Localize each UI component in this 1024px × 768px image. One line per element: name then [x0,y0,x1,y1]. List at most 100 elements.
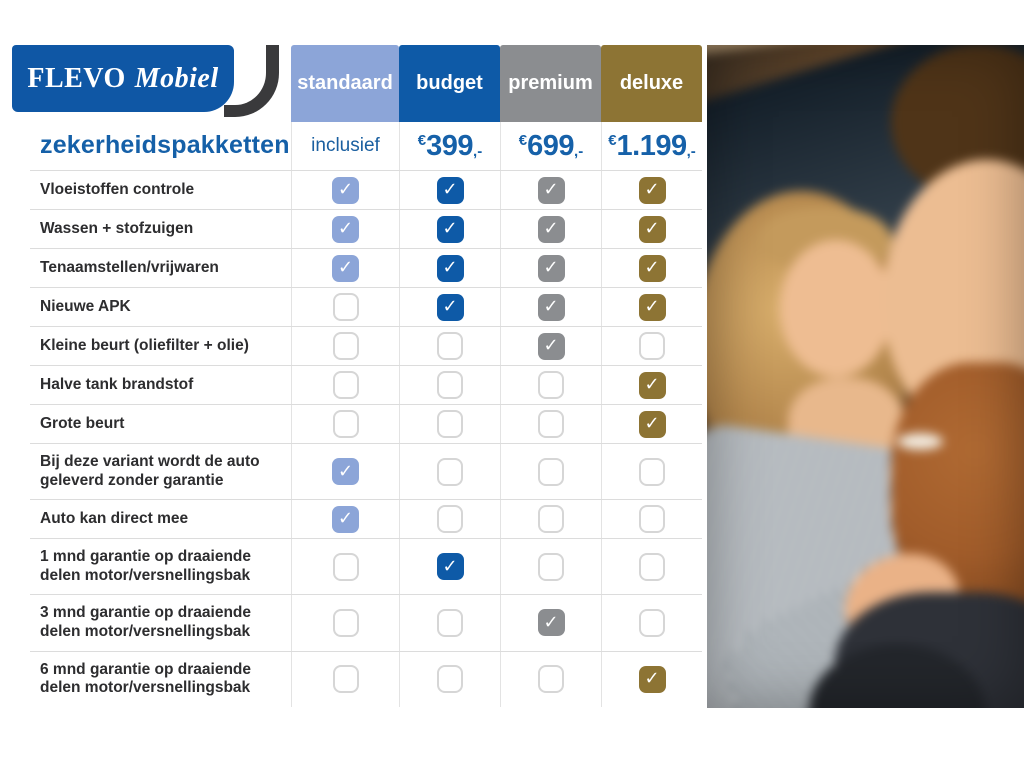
column-header-budget: budget [399,45,500,122]
unchecked-checkbox-icon [332,665,359,694]
unchecked-checkbox-icon [332,332,359,360]
checked-checkbox-icon: ✓ [436,293,464,321]
check-cell: ✓ [601,405,702,443]
unchecked-checkbox-icon [538,665,564,694]
column-header-premium: premium [500,45,601,122]
check-cell [291,595,399,651]
check-cell [399,327,500,365]
unchecked-checkbox-icon [437,410,463,438]
checked-checkbox-icon: ✓ [332,458,359,486]
check-cell: ✓ [601,651,702,707]
checked-checkbox-icon: ✓ [537,215,565,243]
euro-sign: € [518,131,528,149]
check-cell: ✓ [399,539,500,595]
table-body: Vloeistoffen controle ✓ ✓ ✓ ✓ Wassen + stofzu… [30,170,702,707]
checked-checkbox-icon: ✓ [537,609,565,637]
check-cell [500,366,601,404]
checked-checkbox-icon: ✓ [638,254,666,282]
check-cell: ✓ [601,171,702,209]
check-cell: ✓ [291,500,399,539]
table-row: Grote beurt ✓ [30,404,702,443]
unchecked-checkbox-icon [437,332,463,360]
check-cell [399,595,500,651]
row-label: Grote beurt [40,414,125,432]
check-cell [601,595,702,651]
checked-checkbox-icon: ✓ [638,410,666,438]
checked-checkbox-icon: ✓ [638,665,666,693]
check-cell [399,444,500,500]
logo-text: FLEVO Mobiel [27,63,218,95]
unchecked-checkbox-icon [538,371,564,399]
check-cell [500,405,601,443]
price-row-spacer [30,122,291,170]
unchecked-checkbox-icon [332,293,359,321]
row-label: Bij deze variant wordt de auto geleverd … [40,453,260,489]
check-cell [291,539,399,595]
check-cell [291,327,399,365]
row-label: Auto kan direct mee [40,509,189,527]
check-cell [601,327,702,365]
check-cell [601,444,702,500]
check-cell: ✓ [291,210,399,248]
euro-sign: € [608,131,617,149]
checked-checkbox-icon: ✓ [332,254,359,282]
unchecked-checkbox-icon [332,608,359,637]
check-cell [601,539,702,595]
check-cell: ✓ [500,210,601,248]
header-spacer [30,45,291,122]
table-row: Bij deze variant wordt de auto geleverd … [30,443,702,500]
row-label: Nieuwe APK [40,297,131,315]
table-row: Auto kan direct mee ✓ [30,499,702,539]
row-label: Kleine beurt (oliefilter + olie) [40,336,249,354]
unchecked-checkbox-icon [332,552,359,581]
check-cell: ✓ [291,249,399,287]
check-cell [399,500,500,539]
row-label: 6 mnd garantie op draaiende delen motor/… [40,660,252,697]
packages-table: standaard budget premium deluxe inclusie… [30,45,702,707]
checked-checkbox-icon: ✓ [332,215,359,243]
check-cell [399,405,500,443]
check-cell: ✓ [500,249,601,287]
column-header-deluxe: deluxe [601,45,702,122]
checked-checkbox-icon: ✓ [436,176,464,204]
price-inclusief-label: inclusief [311,135,380,156]
photo-man-smile [897,433,943,450]
unchecked-checkbox-icon [538,410,564,438]
check-cell [399,366,500,404]
row-label: Halve tank brandstof [40,375,194,393]
check-cell [291,651,399,707]
check-cell: ✓ [500,327,601,365]
unchecked-checkbox-icon [639,608,665,637]
unchecked-checkbox-icon [538,505,564,534]
table-header-row: standaard budget premium deluxe [30,45,702,122]
unchecked-checkbox-icon [332,410,359,438]
check-cell: ✓ [500,288,601,326]
unchecked-checkbox-icon [639,552,665,581]
unchecked-checkbox-icon [639,505,665,534]
check-cell: ✓ [601,288,702,326]
check-cell: ✓ [291,171,399,209]
checked-checkbox-icon: ✓ [537,332,565,360]
check-cell: ✓ [399,171,500,209]
logo-word-flevo: FLEVO [27,62,126,94]
price-premium: €699 ,- [500,122,601,170]
table-row: 1 mnd garantie op draaiende delen motor/… [30,538,702,595]
check-cell: ✓ [399,249,500,287]
check-cell: ✓ [399,288,500,326]
table-row: 3 mnd garantie op draaiende delen motor/… [30,594,702,651]
check-cell [601,500,702,539]
logo-word-mobiel: Mobiel [134,62,219,94]
check-cell: ✓ [500,595,601,651]
check-cell: ✓ [601,249,702,287]
check-cell: ✓ [601,366,702,404]
checked-checkbox-icon: ✓ [638,293,666,321]
unchecked-checkbox-icon [639,332,665,360]
table-row: Kleine beurt (oliefilter + olie) ✓ [30,326,702,365]
table-row: Tenaamstellen/vrijwaren ✓ ✓ ✓ ✓ [30,248,702,287]
row-label: Wassen + stofzuigen [40,219,194,237]
check-cell [500,500,601,539]
price-deluxe: €1.199 ,- [601,122,702,170]
check-cell: ✓ [399,210,500,248]
row-label: Vloeistoffen controle [40,180,195,198]
checked-checkbox-icon: ✓ [638,215,666,243]
